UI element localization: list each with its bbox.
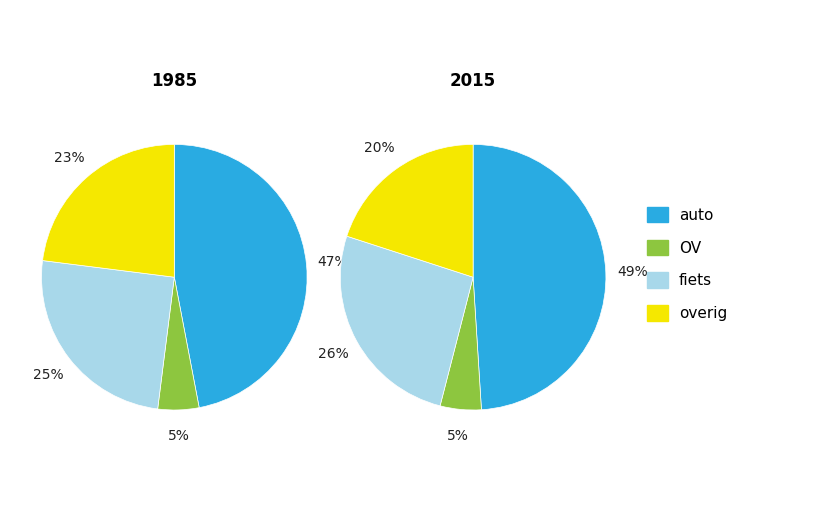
Wedge shape <box>174 144 307 408</box>
Wedge shape <box>473 144 606 410</box>
Wedge shape <box>347 144 473 277</box>
Wedge shape <box>42 260 174 409</box>
Title: 2015: 2015 <box>450 72 496 90</box>
Text: 20%: 20% <box>364 142 395 155</box>
Text: 26%: 26% <box>318 347 349 361</box>
Legend: auto, OV, fiets, overig: auto, OV, fiets, overig <box>647 207 727 321</box>
Text: 5%: 5% <box>168 429 190 444</box>
Title: 1985: 1985 <box>151 72 198 90</box>
Text: 49%: 49% <box>617 265 647 279</box>
Wedge shape <box>158 277 199 410</box>
Text: 23%: 23% <box>54 150 84 165</box>
Text: 47%: 47% <box>318 255 349 269</box>
Text: 25%: 25% <box>33 368 64 382</box>
Wedge shape <box>440 277 481 410</box>
Text: 5%: 5% <box>447 429 469 443</box>
Wedge shape <box>340 236 473 406</box>
Wedge shape <box>42 144 174 277</box>
